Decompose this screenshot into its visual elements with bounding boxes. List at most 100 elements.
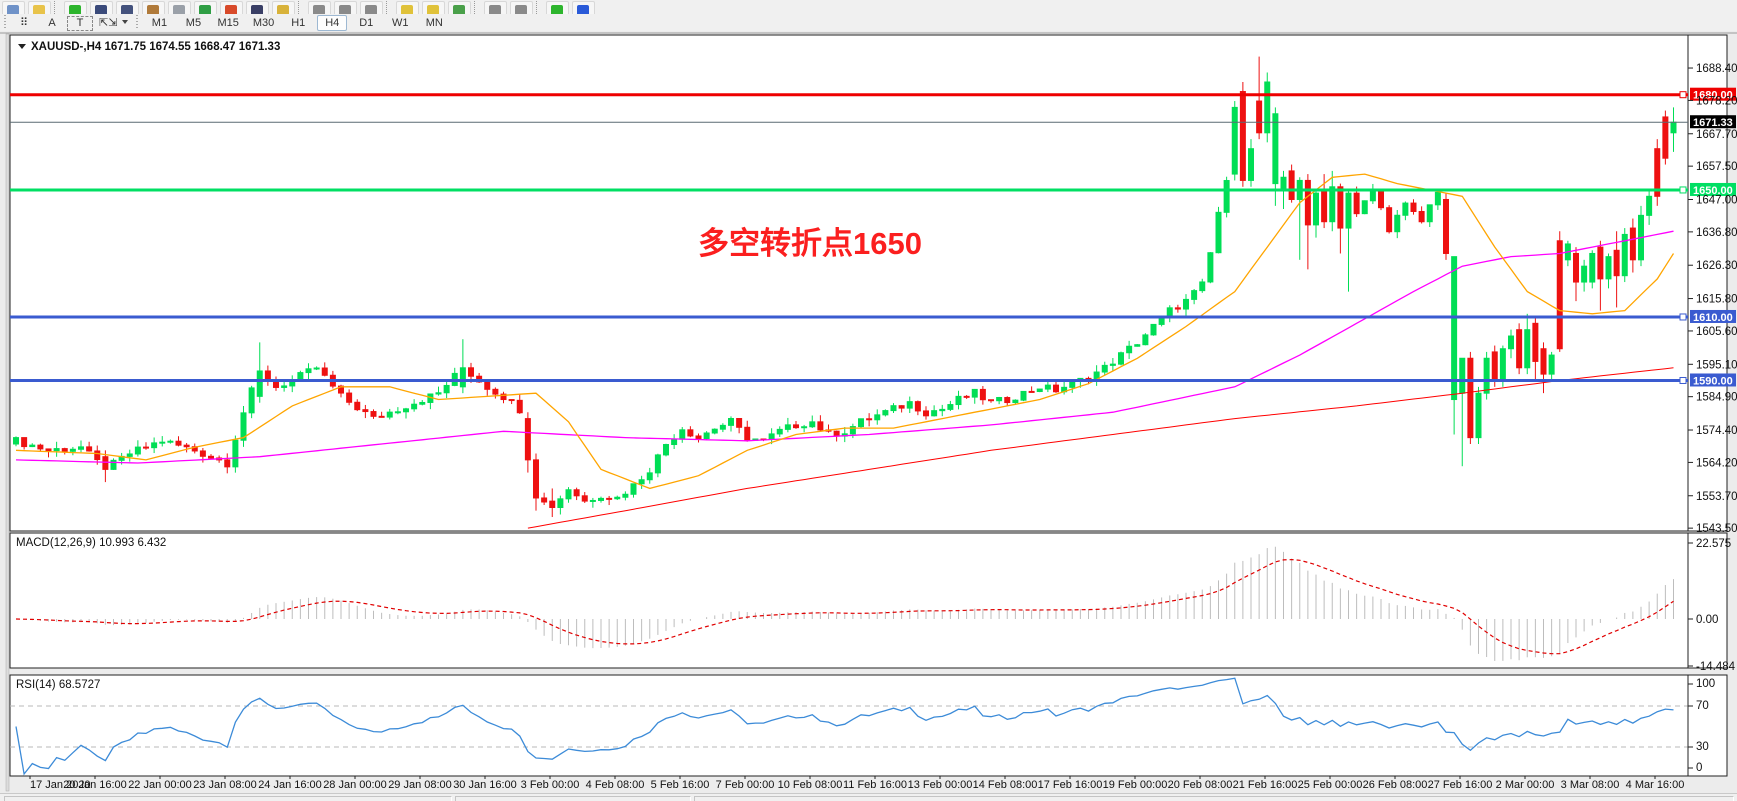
scale-right-icon[interactable]: [510, 1, 533, 14]
arrows-tool-button[interactable]: ⇱⇲: [99, 17, 118, 29]
current-price-badge: [1690, 115, 1736, 129]
candle-body: [338, 385, 344, 394]
toolbar-grip[interactable]: [134, 15, 141, 30]
timeframe-m15-button[interactable]: M15: [217, 17, 239, 29]
price-axis-label[interactable]: 1626.30: [1696, 260, 1737, 272]
bar-spacing-icon[interactable]: [308, 1, 331, 14]
price-axis-label[interactable]: 1657.50: [1696, 161, 1737, 173]
time-axis-label[interactable]: 28 Jan 00:00: [323, 779, 387, 791]
time-axis-label[interactable]: 29 Jan 08:00: [388, 779, 452, 791]
time-axis-label[interactable]: 14 Feb 08:00: [973, 779, 1038, 791]
strategy-tester-icon[interactable]: [220, 1, 243, 14]
time-axis-label[interactable]: 3 Mar 08:00: [1561, 779, 1620, 791]
candle-body: [1646, 195, 1653, 216]
price-axis-label[interactable]: 1595.10: [1696, 359, 1737, 371]
time-axis-label[interactable]: 13 Feb 00:00: [908, 779, 973, 791]
time-axis-label[interactable]: 20 Jan 16:00: [63, 779, 127, 791]
hline-handle[interactable]: [1679, 313, 1687, 321]
metaeditor-icon[interactable]: [272, 1, 295, 14]
time-axis-label[interactable]: 4 Mar 16:00: [1626, 779, 1685, 791]
time-axis-label[interactable]: 22 Jan 00:00: [128, 779, 192, 791]
navigator-icon[interactable]: [168, 1, 191, 14]
text-box-tool-button[interactable]: T: [67, 16, 93, 31]
price-axis-label[interactable]: 1605.60: [1696, 326, 1737, 338]
timeframe-mn-button[interactable]: MN: [425, 17, 443, 29]
timeframe-w1-button[interactable]: W1: [392, 17, 409, 29]
timeframe-h1-button[interactable]: H1: [291, 17, 306, 29]
rsi-panel[interactable]: [9, 674, 1728, 777]
price-axis-label[interactable]: 1678.20: [1696, 95, 1737, 107]
time-axis-label[interactable]: 30 Jan 16:00: [453, 779, 517, 791]
time-axis-label[interactable]: 2 Mar 00:00: [1496, 779, 1555, 791]
candle-body: [541, 497, 548, 503]
time-axis-label[interactable]: 24 Jan 16:00: [258, 779, 322, 791]
timeframe-m5-button[interactable]: M5: [185, 17, 202, 29]
time-axis-label[interactable]: 10 Feb 08:00: [778, 779, 843, 791]
price-axis-label[interactable]: 1564.20: [1696, 457, 1737, 469]
candle-body: [167, 440, 174, 443]
timeframe-h4-button[interactable]: H4: [317, 15, 348, 31]
candle-body: [833, 430, 840, 437]
bar-offset-icon[interactable]: [360, 1, 383, 14]
price-axis-label[interactable]: 1584.90: [1696, 392, 1737, 404]
time-axis-label[interactable]: 27 Feb 16:00: [1428, 779, 1493, 791]
time-axis-label[interactable]: 4 Feb 08:00: [586, 779, 645, 791]
price-axis-label[interactable]: 1553.70: [1696, 491, 1737, 503]
zoom-out-icon[interactable]: [422, 1, 445, 14]
hline-handle[interactable]: [1679, 91, 1687, 99]
new-chart-icon[interactable]: [2, 1, 25, 14]
add-chart-icon[interactable]: [64, 1, 87, 14]
candle-body: [1053, 384, 1059, 393]
chevron-down-icon[interactable]: [122, 20, 129, 24]
symbol-dropdown-icon[interactable]: [18, 44, 26, 49]
time-axis-label[interactable]: 26 Feb 08:00: [1363, 779, 1428, 791]
price-axis-label[interactable]: 1636.80: [1696, 227, 1737, 239]
data-window-icon[interactable]: [142, 1, 165, 14]
time-axis-label[interactable]: 21 Feb 16:00: [1233, 779, 1298, 791]
price-axis-label[interactable]: 1647.00: [1696, 194, 1737, 206]
macd-panel[interactable]: [9, 532, 1728, 669]
terminal-icon[interactable]: [194, 1, 217, 14]
candle-body: [1573, 252, 1579, 283]
price-axis-label[interactable]: 1574.40: [1696, 425, 1737, 437]
bar-shift-icon[interactable]: [334, 1, 357, 14]
main-chart-panel[interactable]: [9, 34, 1728, 532]
candle-body: [1369, 189, 1376, 202]
text-label-tool-button[interactable]: A: [48, 17, 56, 29]
time-axis-label[interactable]: 3 Feb 00:00: [521, 779, 580, 791]
market-watch-icon[interactable]: [116, 1, 139, 14]
time-axis-label[interactable]: 17 Jan 2020: [30, 779, 91, 791]
profiles-icon[interactable]: [90, 1, 113, 14]
refresh-icon[interactable]: [572, 1, 595, 14]
timeframe-d1-button[interactable]: D1: [359, 17, 374, 29]
price-axis-label[interactable]: 1667.70: [1696, 129, 1737, 141]
time-axis-label[interactable]: 11 Feb 16:00: [843, 779, 907, 791]
tile-windows-icon[interactable]: [448, 1, 471, 14]
time-axis-label[interactable]: 19 Feb 00:00: [1103, 779, 1168, 791]
price-axis-label[interactable]: 1543.50: [1696, 523, 1737, 535]
timeframe-m30-button[interactable]: M30: [252, 17, 275, 29]
scale-left-icon[interactable]: [484, 1, 507, 14]
time-axis-label[interactable]: 7 Feb 00:00: [716, 779, 775, 791]
new-order-icon[interactable]: [246, 1, 269, 14]
add-indicator-icon[interactable]: [546, 1, 569, 14]
time-axis-label[interactable]: 25 Feb 00:00: [1298, 779, 1363, 791]
ma-slow-line: [527, 367, 1674, 529]
candle-body: [614, 496, 621, 500]
toolbar-grip[interactable]: [2, 15, 8, 30]
candle-body: [809, 421, 816, 428]
grid-tool-button[interactable]: ⠿: [19, 17, 29, 29]
time-axis-label[interactable]: 17 Feb 16:00: [1038, 779, 1103, 791]
price-axis-label[interactable]: 1688.40: [1696, 63, 1737, 75]
price-axis-label[interactable]: 1615.80: [1696, 294, 1737, 306]
time-axis-label[interactable]: 20 Feb 08:00: [1168, 779, 1233, 791]
annotation-text[interactable]: 多空转折点1650: [698, 226, 922, 261]
zoom-in-icon[interactable]: [396, 1, 419, 14]
search-icon[interactable]: [28, 1, 51, 14]
time-axis-label[interactable]: 23 Jan 08:00: [193, 779, 257, 791]
hline-handle[interactable]: [1679, 376, 1687, 384]
hline-handle[interactable]: [1679, 186, 1687, 194]
time-axis-label[interactable]: 5 Feb 16:00: [651, 779, 710, 791]
candle-body: [183, 444, 190, 448]
timeframe-m1-button[interactable]: M1: [151, 17, 168, 29]
